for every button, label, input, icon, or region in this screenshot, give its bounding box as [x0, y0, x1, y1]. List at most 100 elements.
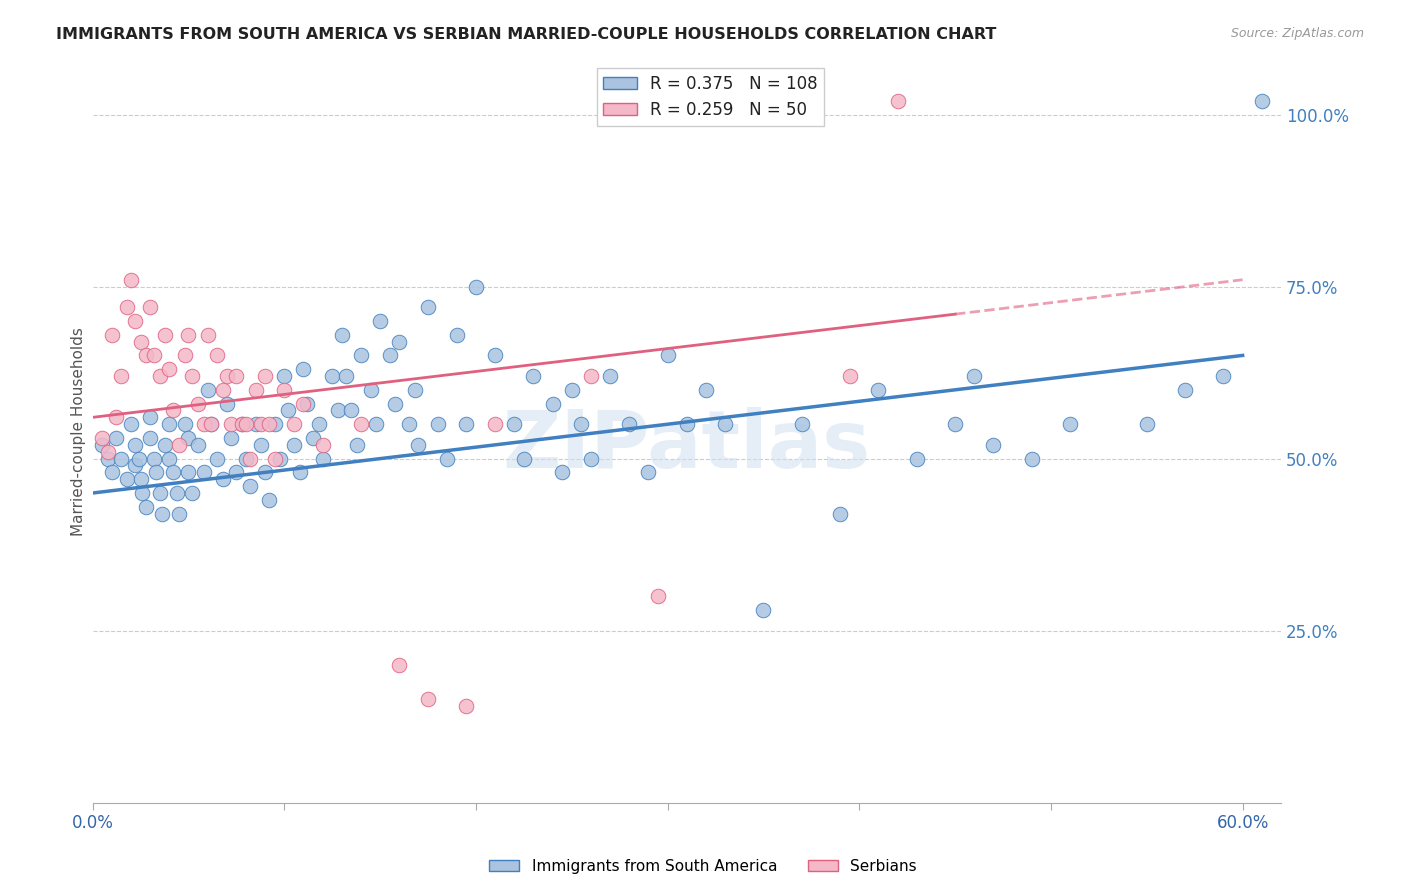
Point — [408, 438, 430, 452]
Point — [101, 327, 124, 342]
Point — [115, 300, 138, 314]
Point — [1059, 417, 1081, 432]
Point — [205, 348, 228, 362]
Point — [340, 403, 363, 417]
Point — [790, 417, 813, 432]
Point — [110, 369, 132, 384]
Point — [522, 369, 544, 384]
Point — [235, 451, 257, 466]
Point — [983, 438, 1005, 452]
Point — [398, 417, 420, 432]
Point — [311, 438, 333, 452]
Point — [297, 396, 319, 410]
Point — [139, 410, 162, 425]
Point — [695, 383, 717, 397]
Point — [503, 417, 526, 432]
Point — [388, 334, 411, 349]
Point — [273, 383, 295, 397]
Point — [675, 417, 697, 432]
Point — [239, 451, 262, 466]
Point — [155, 438, 177, 452]
Point — [173, 417, 195, 432]
Point — [250, 417, 273, 432]
Point — [1021, 451, 1043, 466]
Point — [143, 451, 166, 466]
Point — [167, 438, 190, 452]
Point — [215, 396, 238, 410]
Point — [288, 466, 311, 480]
Point — [200, 417, 222, 432]
Point — [120, 417, 142, 432]
Point — [830, 507, 852, 521]
Point — [157, 451, 180, 466]
Point — [135, 348, 157, 362]
Point — [149, 486, 172, 500]
Text: IMMIGRANTS FROM SOUTH AMERICA VS SERBIAN MARRIED-COUPLE HOUSEHOLDS CORRELATION C: IMMIGRANTS FROM SOUTH AMERICA VS SERBIAN… — [56, 27, 997, 42]
Point — [335, 369, 357, 384]
Point — [943, 417, 966, 432]
Point — [231, 417, 253, 432]
Point — [426, 417, 449, 432]
Point — [1136, 417, 1159, 432]
Point — [569, 417, 592, 432]
Point — [752, 603, 775, 617]
Point — [292, 396, 315, 410]
Point — [257, 492, 280, 507]
Point — [245, 383, 267, 397]
Point — [378, 348, 401, 362]
Point — [579, 369, 602, 384]
Point — [235, 417, 257, 432]
Point — [115, 472, 138, 486]
Point — [129, 472, 152, 486]
Point — [219, 417, 242, 432]
Point — [101, 466, 124, 480]
Point — [714, 417, 737, 432]
Point — [350, 417, 373, 432]
Point — [128, 451, 150, 466]
Point — [149, 369, 172, 384]
Point — [177, 431, 200, 445]
Point — [1250, 94, 1272, 108]
Point — [124, 458, 146, 473]
Point — [269, 451, 291, 466]
Point — [308, 417, 330, 432]
Point — [166, 486, 188, 500]
Point — [579, 451, 602, 466]
Point — [157, 417, 180, 432]
Point — [657, 348, 679, 362]
Point — [97, 444, 120, 458]
Point — [326, 403, 349, 417]
Point — [838, 369, 860, 384]
Point — [446, 327, 468, 342]
Point — [436, 451, 458, 466]
Point — [273, 369, 295, 384]
Legend: R = 0.375   N = 108, R = 0.259   N = 50: R = 0.375 N = 108, R = 0.259 N = 50 — [596, 68, 824, 126]
Point — [145, 466, 167, 480]
Point — [905, 451, 928, 466]
Point — [360, 383, 382, 397]
Point — [637, 466, 659, 480]
Point — [231, 417, 253, 432]
Point — [647, 589, 669, 603]
Point — [886, 94, 908, 108]
Point — [263, 417, 285, 432]
Point — [599, 369, 621, 384]
Point — [177, 327, 200, 342]
Point — [484, 417, 506, 432]
Point — [162, 403, 184, 417]
Point — [173, 348, 195, 362]
Point — [187, 438, 209, 452]
Point — [384, 396, 406, 410]
Point — [124, 314, 146, 328]
Point — [465, 279, 488, 293]
Point — [177, 466, 200, 480]
Point — [330, 327, 353, 342]
Point — [321, 369, 343, 384]
Point — [155, 327, 177, 342]
Point — [110, 451, 132, 466]
Point — [254, 369, 277, 384]
Text: ZIPatlas: ZIPatlas — [503, 407, 870, 485]
Point — [283, 438, 305, 452]
Point — [131, 486, 153, 500]
Point — [200, 417, 222, 432]
